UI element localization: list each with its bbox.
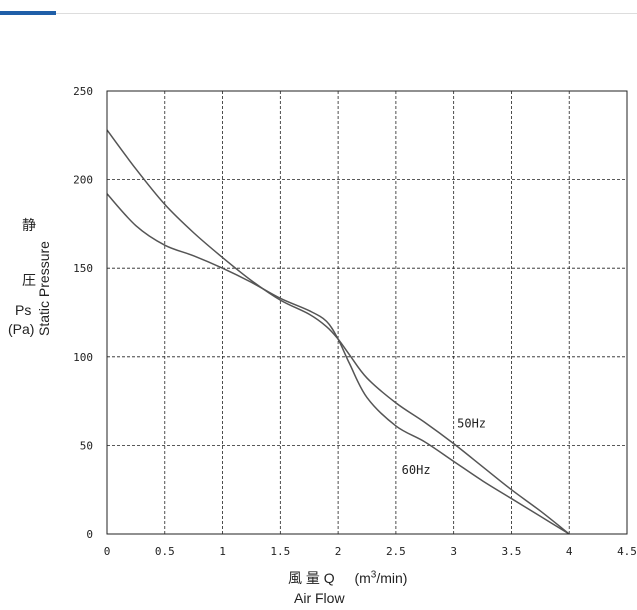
xlabel-line1: 風 量 Q (m3/min)	[288, 568, 407, 588]
y-tick-label-2: 100	[73, 351, 93, 364]
series-label-60hz: 60Hz	[402, 463, 431, 477]
xlabel-unit-prefix: (m	[354, 570, 371, 586]
series-label-50hz: 50Hz	[457, 417, 486, 431]
y-tick-label-1: 50	[80, 439, 93, 452]
xlabel-english: Air Flow	[294, 590, 345, 606]
x-tick-label-1: 0.5	[155, 545, 175, 558]
ylabel-english: Static Pressure	[36, 241, 52, 336]
ylabel-kanji-bottom: 圧	[22, 272, 36, 288]
x-tick-label-5: 2.5	[386, 545, 406, 558]
xlabel-kanji: 風 量 Q	[288, 570, 335, 586]
ylabel-symbol: Ps	[15, 302, 32, 318]
y-tick-label-0: 0	[86, 528, 93, 541]
tick-layer: 0 0.5 1 1.5 2 2.5 3 3.5 4 4.5 0 50 100 150 200 250	[73, 85, 637, 558]
y-tick-label-5: 250	[73, 85, 93, 98]
y-tick-label-4: 200	[73, 174, 93, 187]
header-divider	[0, 13, 637, 14]
x-tick-label-3: 1.5	[270, 545, 290, 558]
series-layer	[106, 129, 570, 535]
x-tick-label-4: 2	[335, 545, 342, 558]
ylabel-unit: (Pa)	[8, 321, 35, 337]
xlabel-unit-suffix: /min)	[376, 570, 408, 586]
ylabel-kanji-top: 静	[22, 217, 36, 233]
header-accent-bar	[0, 11, 56, 15]
xlabel-unit-sup: 3	[370, 569, 377, 581]
x-tick-label-0: 0	[104, 545, 111, 558]
x-tick-label-7: 3.5	[502, 545, 522, 558]
grid-layer	[107, 91, 627, 534]
y-tick-label-3: 150	[73, 262, 93, 275]
x-tick-label-6: 3	[450, 545, 457, 558]
x-tick-label-8: 4	[566, 545, 573, 558]
x-tick-label-9: 4.5	[617, 545, 637, 558]
series-line-60hz	[106, 193, 570, 535]
x-tick-label-2: 1	[219, 545, 226, 558]
plot-frame	[106, 90, 628, 535]
